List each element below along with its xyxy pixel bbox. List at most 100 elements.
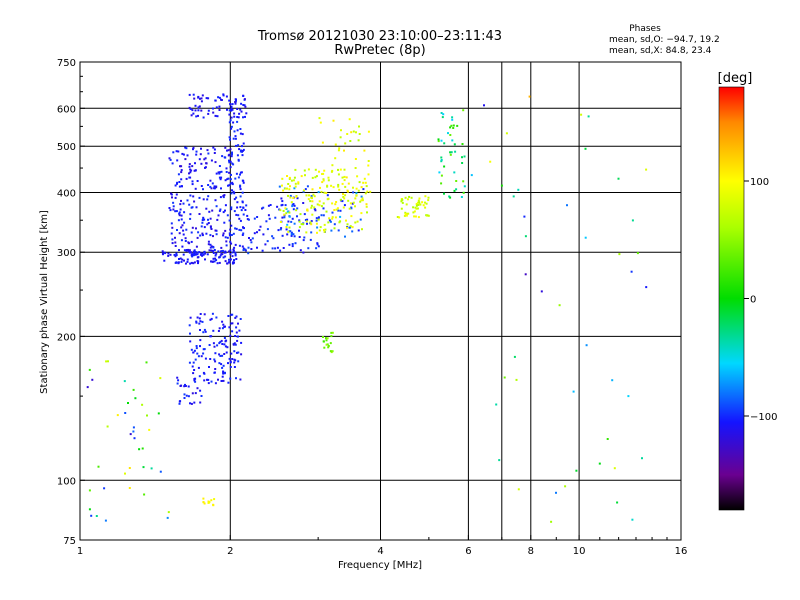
echo-point <box>278 208 281 211</box>
echo-point <box>613 467 616 470</box>
echo-point <box>194 104 197 107</box>
echo-point <box>220 246 223 249</box>
echo-point <box>440 160 443 163</box>
echo-point <box>195 347 198 350</box>
echo-point <box>366 190 369 193</box>
echo-point <box>226 236 229 239</box>
echo-point <box>305 194 308 197</box>
echo-point <box>179 165 181 168</box>
echo-point <box>190 402 193 405</box>
echo-point <box>303 169 306 172</box>
echo-point <box>351 230 354 233</box>
echo-point <box>207 109 210 112</box>
echo-point <box>345 219 347 222</box>
echo-point <box>177 219 180 222</box>
echo-point <box>230 224 233 227</box>
echo-point <box>517 488 520 491</box>
echo-point <box>338 188 341 191</box>
echo-point <box>306 218 309 221</box>
echo-point <box>234 253 237 256</box>
echo-point <box>216 115 219 118</box>
echo-point <box>268 217 271 220</box>
echo-point <box>213 345 216 348</box>
echo-point <box>178 258 180 260</box>
echo-point <box>339 198 342 201</box>
echo-point <box>330 335 333 338</box>
echo-point <box>230 352 233 355</box>
y-tick-label: 750 <box>57 58 76 69</box>
echo-point <box>168 157 171 160</box>
echo-point <box>214 257 217 260</box>
echo-point <box>288 176 291 179</box>
echo-point <box>287 230 290 233</box>
echo-point <box>292 179 295 182</box>
echo-point <box>333 223 336 226</box>
echo-point <box>256 246 258 249</box>
echo-point <box>181 152 184 155</box>
echo-point <box>179 203 182 206</box>
echo-point <box>290 179 293 182</box>
echo-point <box>290 234 293 237</box>
echo-point <box>424 201 426 204</box>
echo-point <box>177 150 180 153</box>
echo-point <box>307 198 310 201</box>
echo-point <box>221 327 224 330</box>
echo-point <box>326 198 329 201</box>
echo-point <box>174 236 176 239</box>
echo-point <box>222 234 225 237</box>
echo-point <box>221 354 224 357</box>
echo-point <box>236 154 239 157</box>
echo-point <box>324 228 327 231</box>
echo-point <box>210 159 213 162</box>
echo-point <box>339 220 342 223</box>
echo-point <box>450 151 453 154</box>
echo-point <box>242 213 245 216</box>
echo-point <box>181 224 184 227</box>
echo-point <box>175 210 178 213</box>
echo-point <box>288 215 291 218</box>
echo-point <box>187 395 190 398</box>
echo-point <box>365 205 368 208</box>
echo-point <box>214 229 217 232</box>
echo-point <box>422 204 425 207</box>
echo-point <box>400 207 403 210</box>
echo-point <box>178 214 181 217</box>
echo-point <box>316 243 319 246</box>
echo-point <box>209 185 212 188</box>
echo-point <box>264 243 267 246</box>
echo-point <box>242 247 245 250</box>
echo-point <box>230 116 233 119</box>
echo-point <box>317 245 320 248</box>
echo-point <box>352 201 355 204</box>
echo-point <box>222 323 225 326</box>
echo-point <box>232 248 235 251</box>
echo-point <box>199 329 201 331</box>
echo-point <box>267 204 270 207</box>
echo-point <box>228 113 231 116</box>
echo-point <box>220 380 223 382</box>
echo-point <box>351 202 354 205</box>
echo-point <box>202 497 205 500</box>
echo-point <box>217 96 220 99</box>
echo-point <box>364 181 367 184</box>
echo-point <box>224 260 227 263</box>
echo-point <box>227 177 230 180</box>
echo-point <box>201 94 204 97</box>
echo-point <box>240 102 243 105</box>
echo-point <box>321 141 324 144</box>
echo-point <box>354 197 357 200</box>
echo-point <box>141 403 144 406</box>
echo-point <box>234 251 237 254</box>
echo-point <box>243 98 246 101</box>
echo-point <box>360 199 363 202</box>
echo-point <box>294 242 297 245</box>
echo-point <box>194 251 197 253</box>
echo-point <box>176 229 178 231</box>
echo-point <box>180 260 183 263</box>
echo-point <box>311 200 314 203</box>
echo-point <box>232 232 235 235</box>
echo-point <box>212 246 215 249</box>
echo-point <box>220 363 223 366</box>
echo-point <box>426 214 429 217</box>
echo-point <box>352 186 354 189</box>
